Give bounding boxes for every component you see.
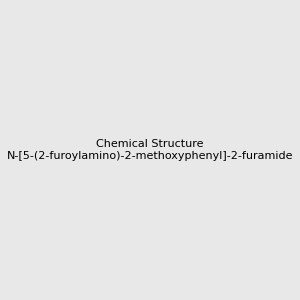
Text: Chemical Structure
N-[5-(2-furoylamino)-2-methoxyphenyl]-2-furamide: Chemical Structure N-[5-(2-furoylamino)-… [7, 139, 293, 161]
